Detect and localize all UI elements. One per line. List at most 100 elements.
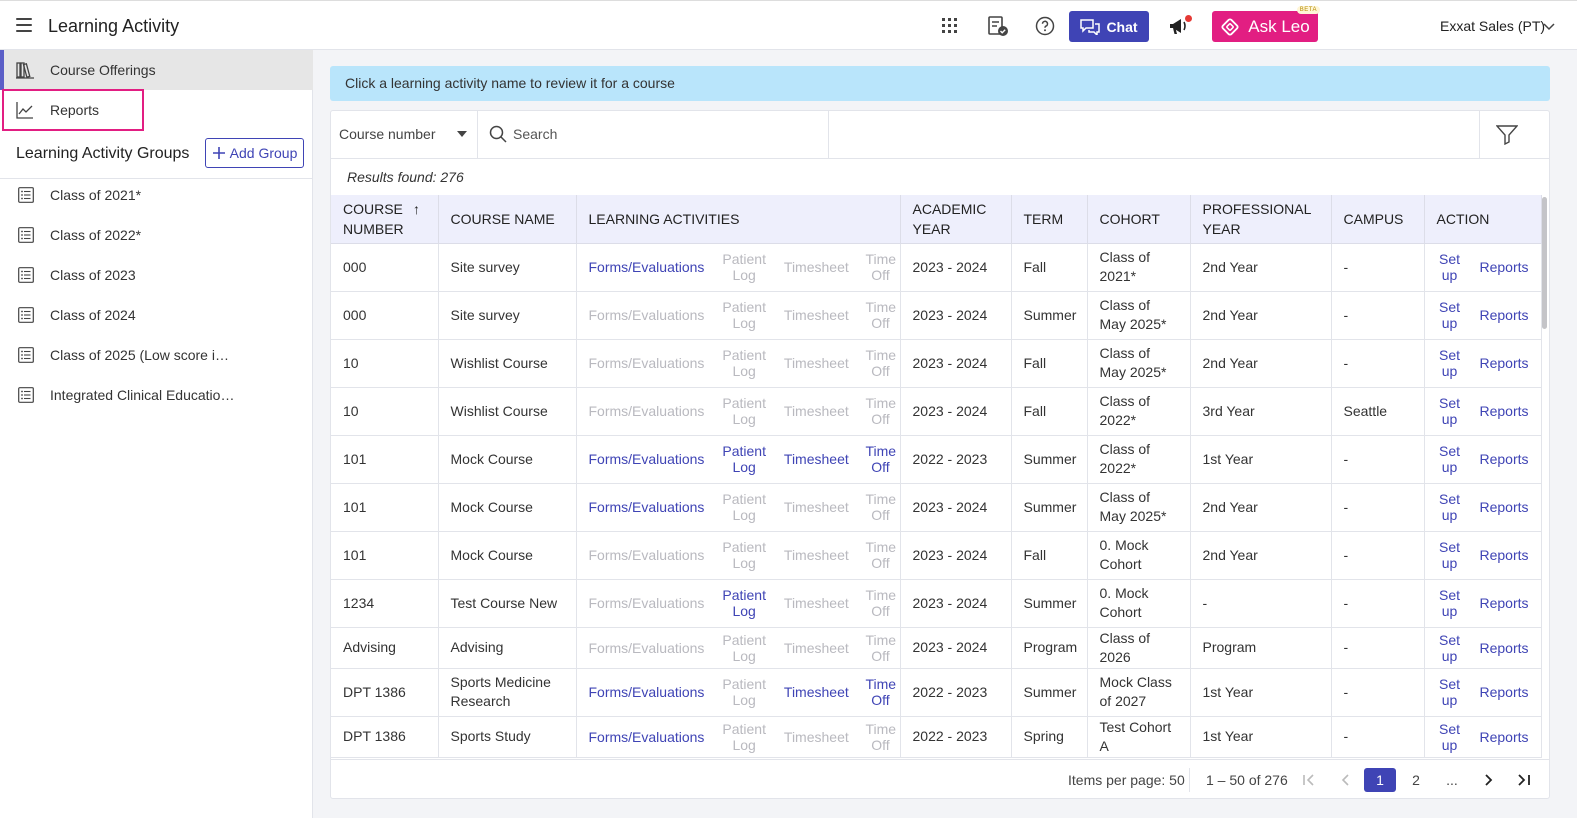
column-header-course-number[interactable]: COURSE NUMBER↑ xyxy=(331,195,439,244)
filter-icon[interactable] xyxy=(1495,125,1519,150)
help-icon[interactable] xyxy=(1034,15,1056,37)
previous-page-icon[interactable] xyxy=(1333,768,1357,792)
column-header-campus: CAMPUS xyxy=(1331,195,1425,244)
activity-link-timesheet[interactable]: Timesheet xyxy=(783,451,849,467)
cell-action: Set up Reports xyxy=(1424,435,1542,484)
vertical-scrollbar[interactable] xyxy=(1542,197,1547,329)
cell-course-name: Advising xyxy=(438,627,577,669)
group-item[interactable]: Integrated Clinical Education ... xyxy=(0,375,313,415)
ask-leo-button[interactable]: Ask Leo BETA xyxy=(1212,6,1320,42)
setup-link[interactable]: Set up xyxy=(1438,299,1460,331)
filter-bar: Course number xyxy=(331,111,1549,159)
cell-cohort: Class of May 2025* xyxy=(1087,291,1191,340)
cell-course-number: 101 xyxy=(331,531,439,580)
search-icon xyxy=(489,125,507,143)
reports-link[interactable]: Reports xyxy=(1479,451,1529,467)
page-ellipsis[interactable]: ... xyxy=(1446,772,1458,788)
cell-learning-activities: Forms/Evaluations Patient Log Timesheet Tim… xyxy=(576,387,901,436)
announcements-icon[interactable] xyxy=(1166,15,1192,37)
cell-cohort: Class of 2026 xyxy=(1087,627,1191,669)
task-checklist-icon[interactable] xyxy=(987,15,1009,37)
leo-icon xyxy=(1221,17,1239,36)
activity-link-forms-evaluations[interactable]: Forms/Evaluations xyxy=(588,259,705,275)
search-box[interactable] xyxy=(479,111,829,158)
sidebar-item-course-offerings[interactable]: Course Offerings xyxy=(0,50,313,90)
course-number-select[interactable]: Course number xyxy=(331,111,478,158)
setup-link[interactable]: Set up xyxy=(1438,251,1460,283)
setup-link[interactable]: Set up xyxy=(1438,491,1460,523)
group-item[interactable]: Class of 2022* xyxy=(0,215,313,255)
cell-professional-year: 2nd Year xyxy=(1190,483,1332,532)
sort-arrow-up-icon[interactable]: ↑ xyxy=(413,200,420,217)
reports-link[interactable]: Reports xyxy=(1479,684,1529,700)
cell-term: Summer xyxy=(1011,291,1088,340)
activity-link-forms-evaluations[interactable]: Forms/Evaluations xyxy=(588,728,705,745)
setup-link[interactable]: Set up xyxy=(1438,631,1460,664)
cell-campus: - xyxy=(1331,291,1425,340)
reports-link[interactable]: Reports xyxy=(1479,595,1529,611)
reports-link[interactable]: Reports xyxy=(1479,307,1529,323)
user-menu[interactable]: Exxat Sales (PT) xyxy=(1440,18,1546,34)
activity-link-time-off: Time Off xyxy=(865,631,897,664)
reports-link[interactable]: Reports xyxy=(1479,259,1529,275)
group-item[interactable]: Class of 2024 xyxy=(0,295,313,335)
cell-course-name: Sports Medicine Research xyxy=(438,668,577,717)
reports-link[interactable]: Reports xyxy=(1479,499,1529,515)
chevron-down-icon[interactable] xyxy=(1543,19,1555,37)
activity-link-forms-evaluations[interactable]: Forms/Evaluations xyxy=(588,499,705,515)
cell-cohort: Class of 2022* xyxy=(1087,387,1191,436)
table-row: DPT 1386 Sports Medicine Research Forms/Ev… xyxy=(331,668,1542,717)
activity-link-patient-log: Patient Log xyxy=(722,539,766,571)
chat-button[interactable]: Chat xyxy=(1069,11,1149,42)
info-banner: Click a learning activity name to review… xyxy=(330,66,1550,101)
activity-link-forms-evaluations: Forms/Evaluations xyxy=(588,639,705,656)
cell-learning-activities: Forms/Evaluations Patient Log Timesheet Tim… xyxy=(576,435,901,484)
activity-link-patient-log: Patient Log xyxy=(722,720,766,753)
next-page-icon[interactable] xyxy=(1477,768,1501,792)
activity-link-patient-log[interactable]: Patient Log xyxy=(722,587,766,619)
setup-link[interactable]: Set up xyxy=(1438,539,1460,571)
reports-link[interactable]: Reports xyxy=(1479,728,1529,745)
group-label: Class of 2021* xyxy=(50,187,142,203)
activity-link-time-off: Time Off xyxy=(865,539,897,571)
group-item[interactable]: Class of 2021* xyxy=(0,175,313,215)
cell-term: Program xyxy=(1011,627,1088,669)
sidebar-item-reports[interactable]: Reports xyxy=(0,90,313,130)
cell-cohort: 0. Mock Cohort xyxy=(1087,531,1191,580)
setup-link[interactable]: Set up xyxy=(1438,443,1460,475)
reports-link[interactable]: Reports xyxy=(1479,403,1529,419)
first-page-icon[interactable] xyxy=(1297,768,1321,792)
search-input[interactable] xyxy=(513,123,813,145)
reports-link[interactable]: Reports xyxy=(1479,639,1529,656)
setup-link[interactable]: Set up xyxy=(1438,676,1460,708)
setup-link[interactable]: Set up xyxy=(1438,347,1460,379)
cell-academic-year: 2022 - 2023 xyxy=(900,668,1012,717)
page-button-1[interactable]: 1 xyxy=(1364,768,1396,792)
last-page-icon[interactable] xyxy=(1512,768,1536,792)
cell-course-number: 101 xyxy=(331,483,439,532)
activity-link-time-off[interactable]: Time Off xyxy=(865,676,897,708)
reports-link[interactable]: Reports xyxy=(1479,547,1529,563)
activity-link-forms-evaluations[interactable]: Forms/Evaluations xyxy=(588,451,705,467)
activity-link-patient-log[interactable]: Patient Log xyxy=(722,443,766,475)
cell-course-name: Mock Course xyxy=(438,531,577,580)
activity-link-forms-evaluations: Forms/Evaluations xyxy=(588,547,705,563)
items-per-page[interactable]: Items per page: 50 xyxy=(1068,772,1185,788)
setup-link[interactable]: Set up xyxy=(1438,720,1460,753)
column-header-professional-year: PROFESSIONAL YEAR xyxy=(1190,195,1332,244)
setup-link[interactable]: Set up xyxy=(1438,587,1460,619)
cell-action: Set up Reports xyxy=(1424,668,1542,717)
cell-academic-year: 2023 - 2024 xyxy=(900,243,1012,292)
activity-link-time-off[interactable]: Time Off xyxy=(865,443,897,475)
group-item[interactable]: Class of 2023 xyxy=(0,255,313,295)
menu-icon[interactable] xyxy=(16,18,32,32)
reports-link[interactable]: Reports xyxy=(1479,355,1529,371)
group-item[interactable]: Class of 2025 (Low score indicator) xyxy=(0,335,313,375)
page-button-2[interactable]: 2 xyxy=(1412,772,1420,788)
apps-grid-icon[interactable] xyxy=(939,15,961,37)
activity-link-forms-evaluations[interactable]: Forms/Evaluations xyxy=(588,684,705,700)
cell-campus: - xyxy=(1331,668,1425,717)
activity-link-timesheet[interactable]: Timesheet xyxy=(783,684,849,700)
setup-link[interactable]: Set up xyxy=(1438,395,1460,427)
add-group-button[interactable]: Add Group xyxy=(205,138,304,168)
